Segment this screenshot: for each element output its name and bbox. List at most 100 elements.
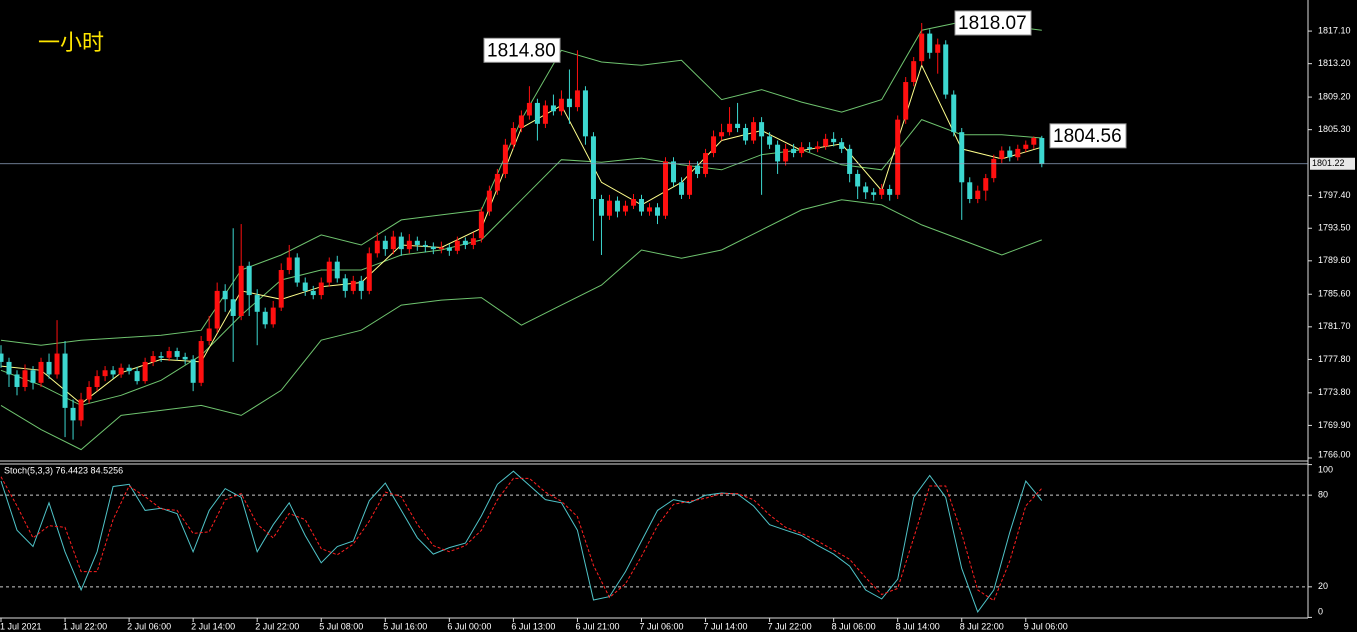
y-tick-label: 1789.60 bbox=[1318, 255, 1351, 265]
candle-body bbox=[430, 246, 436, 250]
candle-body bbox=[550, 105, 556, 112]
candle-body bbox=[590, 136, 596, 200]
candle-body bbox=[166, 351, 172, 358]
candle-body bbox=[895, 119, 901, 195]
candle-body bbox=[494, 173, 500, 191]
candle-body bbox=[935, 44, 941, 53]
candle-body bbox=[655, 207, 661, 216]
candle-body bbox=[646, 207, 652, 212]
candle-body bbox=[46, 361, 52, 375]
candle-body bbox=[238, 265, 244, 316]
candle-body bbox=[687, 165, 693, 195]
candle-body bbox=[783, 148, 789, 162]
indicator-line bbox=[0, 199, 1042, 451]
candle-body bbox=[142, 361, 148, 382]
candle-body bbox=[350, 280, 356, 291]
candle-body bbox=[334, 261, 340, 279]
candle-body bbox=[622, 205, 628, 212]
candle-body bbox=[110, 370, 116, 375]
candle-body bbox=[991, 158, 997, 179]
candle-body bbox=[478, 211, 484, 239]
annotation-label: 1814.80 bbox=[487, 40, 556, 61]
candle-body bbox=[791, 148, 797, 154]
candle-body bbox=[598, 199, 604, 216]
y-tick-label: 1817.10 bbox=[1318, 25, 1351, 35]
candle-body bbox=[118, 367, 124, 375]
candle-body bbox=[574, 90, 580, 108]
x-tick-label: 1 Jul 22:00 bbox=[63, 621, 107, 631]
candle-body bbox=[943, 44, 949, 95]
candle-body bbox=[927, 33, 933, 53]
candle-body bbox=[358, 280, 364, 291]
candle-body bbox=[767, 136, 773, 145]
x-tick-label: 9 Jul 06:00 bbox=[1024, 621, 1068, 631]
candle-body bbox=[454, 240, 460, 251]
candle-body bbox=[390, 236, 396, 250]
candle-body bbox=[1031, 138, 1037, 145]
y-tick-label: 1766.00 bbox=[1318, 449, 1351, 459]
y-tick-label: 1813.20 bbox=[1318, 58, 1351, 68]
x-tick-label: 7 Jul 06:00 bbox=[639, 621, 683, 631]
candle-body bbox=[262, 311, 268, 325]
candle-body bbox=[462, 240, 468, 245]
x-tick-label: 7 Jul 22:00 bbox=[768, 621, 812, 631]
candle-body bbox=[815, 146, 821, 149]
y-tick-label: 1809.20 bbox=[1318, 91, 1351, 101]
candle-body bbox=[414, 240, 420, 245]
candle-body bbox=[190, 359, 196, 383]
candle-body bbox=[759, 122, 765, 137]
candle-body bbox=[398, 236, 404, 250]
candle-body bbox=[903, 82, 909, 120]
candle-body bbox=[863, 186, 869, 193]
candle-body bbox=[847, 148, 853, 174]
candle-body bbox=[839, 142, 845, 149]
candle-body bbox=[286, 257, 292, 271]
candle-body bbox=[823, 138, 829, 147]
candle-body bbox=[807, 147, 813, 149]
candle-body bbox=[582, 90, 588, 137]
candle-body bbox=[198, 341, 204, 383]
y-tick-label: 100 bbox=[1318, 464, 1333, 474]
candle-body bbox=[62, 353, 68, 408]
candle-body bbox=[711, 136, 717, 154]
candle-body bbox=[30, 370, 36, 383]
candle-body bbox=[438, 247, 444, 250]
candle-body bbox=[510, 127, 516, 145]
candle-body bbox=[230, 299, 236, 316]
candle-body bbox=[270, 307, 276, 325]
candle-body bbox=[486, 190, 492, 212]
candle-body bbox=[302, 282, 308, 291]
candle-body bbox=[983, 178, 989, 191]
candle-body bbox=[150, 356, 156, 362]
candle-body bbox=[518, 115, 524, 128]
candle-body bbox=[751, 122, 757, 141]
candle-body bbox=[630, 199, 636, 206]
candle-body bbox=[855, 173, 861, 187]
candle-body bbox=[719, 132, 725, 137]
candle-body bbox=[446, 247, 452, 251]
candle-body bbox=[406, 240, 412, 250]
candle-body bbox=[78, 399, 84, 421]
x-tick-label: 5 Jul 08:00 bbox=[319, 621, 363, 631]
candle-body bbox=[526, 102, 532, 116]
y-tick-label: 1773.80 bbox=[1318, 387, 1351, 397]
x-tick-label: 2 Jul 22:00 bbox=[255, 621, 299, 631]
candle-body bbox=[14, 374, 20, 387]
candle-body bbox=[1039, 138, 1045, 164]
candle-body bbox=[775, 144, 781, 162]
candle-body bbox=[102, 370, 108, 377]
candle-body bbox=[318, 282, 324, 296]
candle-body bbox=[679, 182, 685, 195]
x-tick-label: 6 Jul 00:00 bbox=[447, 621, 491, 631]
candle-body bbox=[470, 238, 476, 245]
candle-body bbox=[0, 353, 4, 362]
candle-body bbox=[22, 370, 28, 387]
indicator-title: Stoch(5,3,3) 76.4423 84.5256 bbox=[4, 465, 123, 475]
candle-body bbox=[1015, 148, 1021, 158]
candle-body bbox=[326, 261, 332, 283]
candle-body bbox=[614, 200, 620, 212]
candle-body bbox=[342, 278, 348, 291]
candle-body bbox=[502, 144, 508, 174]
